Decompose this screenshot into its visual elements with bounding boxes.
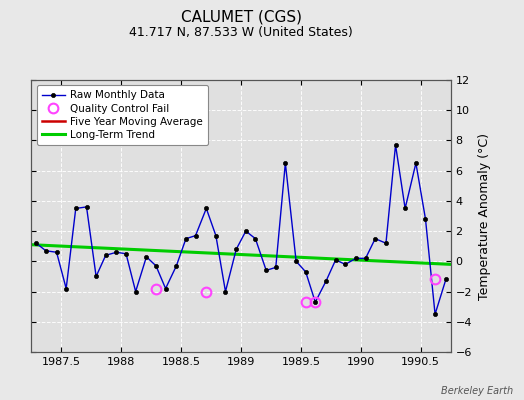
Raw Monthly Data: [432, 312, 438, 317]
Raw Monthly Data: [42, 248, 49, 253]
Raw Monthly Data: [53, 250, 60, 255]
Raw Monthly Data: [222, 289, 228, 294]
Text: CALUMET (CGS): CALUMET (CGS): [181, 10, 301, 25]
Raw Monthly Data: [113, 250, 119, 255]
Raw Monthly Data: [93, 274, 99, 279]
Quality Control Fail: [312, 300, 319, 304]
Raw Monthly Data: [263, 268, 269, 273]
Raw Monthly Data: [143, 254, 149, 259]
Raw Monthly Data: [33, 241, 39, 246]
Y-axis label: Temperature Anomaly (°C): Temperature Anomaly (°C): [477, 132, 490, 300]
Raw Monthly Data: [73, 206, 79, 211]
Raw Monthly Data: [413, 161, 419, 166]
Raw Monthly Data: [162, 286, 169, 291]
Text: 41.717 N, 87.533 W (United States): 41.717 N, 87.533 W (United States): [129, 26, 353, 39]
Raw Monthly Data: [183, 236, 189, 241]
Raw Monthly Data: [173, 264, 180, 268]
Quality Control Fail: [153, 286, 159, 291]
Raw Monthly Data: [342, 262, 348, 267]
Raw Monthly Data: [233, 247, 239, 252]
Raw Monthly Data: [422, 217, 429, 222]
Raw Monthly Data: [252, 236, 258, 241]
Text: Berkeley Earth: Berkeley Earth: [441, 386, 514, 396]
Raw Monthly Data: [302, 270, 309, 274]
Raw Monthly Data: [353, 256, 359, 261]
Raw Monthly Data: [192, 233, 199, 238]
Raw Monthly Data: [312, 300, 319, 304]
Raw Monthly Data: [123, 251, 129, 256]
Raw Monthly Data: [293, 259, 299, 264]
Raw Monthly Data: [372, 236, 378, 241]
Line: Raw Monthly Data: Raw Monthly Data: [34, 143, 448, 316]
Raw Monthly Data: [383, 241, 389, 246]
Quality Control Fail: [432, 277, 438, 282]
Raw Monthly Data: [63, 286, 69, 291]
Quality Control Fail: [203, 289, 210, 294]
Raw Monthly Data: [213, 233, 219, 238]
Raw Monthly Data: [282, 161, 289, 166]
Raw Monthly Data: [243, 229, 249, 234]
Raw Monthly Data: [363, 256, 369, 261]
Raw Monthly Data: [133, 289, 139, 294]
Raw Monthly Data: [443, 277, 449, 282]
Raw Monthly Data: [323, 278, 329, 283]
Raw Monthly Data: [402, 206, 408, 211]
Raw Monthly Data: [203, 206, 210, 211]
Raw Monthly Data: [272, 265, 279, 270]
Raw Monthly Data: [333, 258, 339, 262]
Legend: Raw Monthly Data, Quality Control Fail, Five Year Moving Average, Long-Term Tren: Raw Monthly Data, Quality Control Fail, …: [37, 85, 208, 145]
Raw Monthly Data: [103, 253, 109, 258]
Raw Monthly Data: [392, 142, 399, 147]
Line: Quality Control Fail: Quality Control Fail: [151, 275, 440, 307]
Raw Monthly Data: [83, 204, 90, 209]
Raw Monthly Data: [153, 264, 159, 268]
Quality Control Fail: [302, 300, 309, 304]
